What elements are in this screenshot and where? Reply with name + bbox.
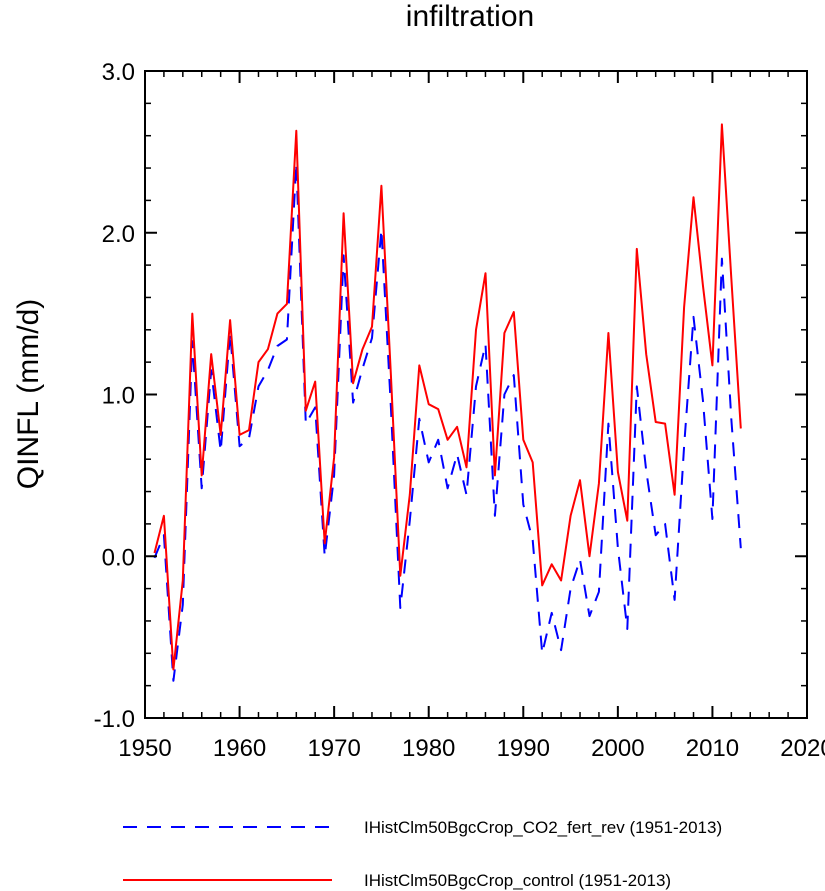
y-tick-label: 0.0 [102,544,135,571]
chart-title: infiltration [406,0,534,33]
y-tick-label: -1.0 [94,706,135,733]
plot-frame [144,70,808,719]
legend: IHistClm50BgcCrop_CO2_fert_rev (1951-201… [123,818,722,890]
x-tick-label: 1950 [118,735,171,762]
x-tick-label: 1980 [402,735,455,762]
x-tick-label: 1990 [497,735,550,762]
y-axis-label: QINFL (mm/d) [12,299,45,490]
x-tick-label: 1960 [213,735,266,762]
legend-label-co2: IHistClm50BgcCrop_CO2_fert_rev (1951-201… [364,818,722,837]
y-tick-label: 3.0 [102,59,135,86]
series-line-control [153,123,742,671]
x-tick-label: 2010 [686,735,739,762]
y-tick-label: 2.0 [102,221,135,248]
y-tick-label: 1.0 [102,383,135,410]
plot-lines [153,123,742,682]
x-tick-label: 2020 [780,735,825,762]
series-line-co2-fert-rev [153,162,742,682]
x-tick-label: 1970 [307,735,360,762]
x-tick-label: 2000 [591,735,644,762]
legend-label-control: IHistClm50BgcCrop_control (1951-2013) [364,871,671,890]
axis-ticks: 1950 1960 1970 1980 1990 2000 2010 2020 -1.0 0.0 1… [94,59,825,762]
